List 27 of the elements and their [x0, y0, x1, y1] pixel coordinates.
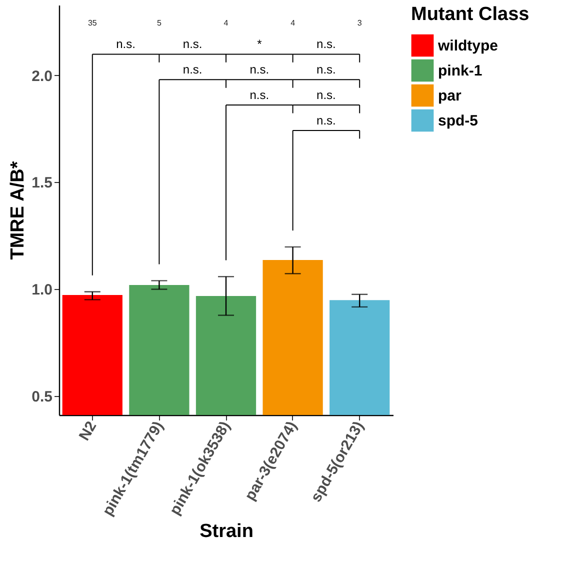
annotation: 3: [357, 18, 362, 28]
x-tick-label: N2: [76, 418, 100, 444]
annotation: n.s.: [316, 62, 336, 77]
x-axis-title: Strain: [200, 521, 254, 542]
annotation: n.s.: [116, 37, 136, 52]
legend-label: spd-5: [438, 112, 478, 130]
y-tick-label: 2.0: [32, 68, 52, 85]
y-axis-title: TMRE A/B*: [8, 160, 29, 260]
legend-label: pink-1: [438, 62, 482, 80]
y-tick-label: 1.5: [32, 174, 52, 192]
annotation: 5: [156, 18, 162, 28]
annotation: n.s.: [182, 37, 202, 52]
annotation: *: [257, 37, 262, 52]
legend-title: Mutant Class: [411, 4, 530, 25]
annotation: n.s.: [316, 113, 336, 128]
legend-label: par: [438, 88, 462, 104]
annotation: n.s.: [182, 62, 202, 77]
legend-label: wildtype: [437, 38, 498, 54]
y-tick-label: 0.5: [32, 388, 52, 406]
annotation: n.s.: [316, 37, 336, 52]
annotation: n.s.: [250, 62, 270, 77]
annotation: 4: [290, 18, 296, 28]
y-tick-label: 1.0: [32, 282, 52, 299]
annotation: n.s.: [250, 88, 270, 102]
annotation: n.s.: [316, 88, 336, 102]
annotation: 4: [224, 18, 229, 28]
annotation: 35: [88, 18, 98, 28]
